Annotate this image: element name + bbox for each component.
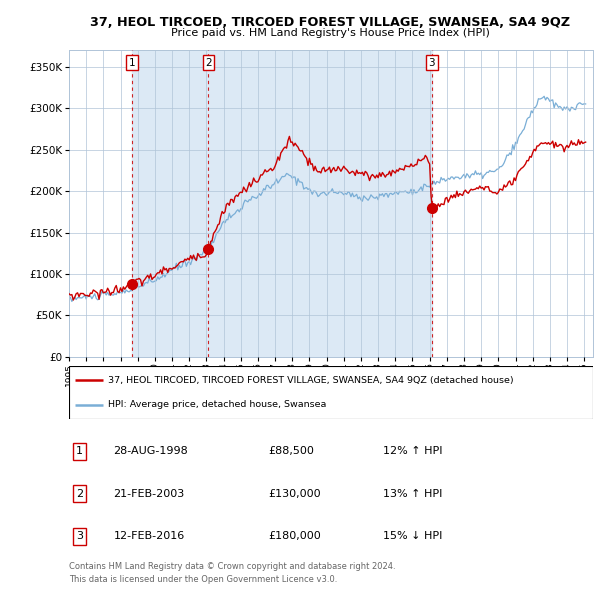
Text: 2: 2 [205, 58, 212, 68]
Text: 12% ↑ HPI: 12% ↑ HPI [383, 447, 443, 456]
Text: 37, HEOL TIRCOED, TIRCOED FOREST VILLAGE, SWANSEA, SA4 9QZ: 37, HEOL TIRCOED, TIRCOED FOREST VILLAGE… [90, 16, 570, 29]
Text: HPI: Average price, detached house, Swansea: HPI: Average price, detached house, Swan… [108, 400, 326, 409]
Text: 15% ↓ HPI: 15% ↓ HPI [383, 532, 443, 541]
Text: Price paid vs. HM Land Registry's House Price Index (HPI): Price paid vs. HM Land Registry's House … [170, 28, 490, 38]
Text: £180,000: £180,000 [268, 532, 321, 541]
Text: £130,000: £130,000 [268, 489, 320, 499]
Text: 2: 2 [76, 489, 83, 499]
Text: 12-FEB-2016: 12-FEB-2016 [113, 532, 185, 541]
Text: 1: 1 [128, 58, 135, 68]
Bar [131, 50, 208, 357]
Text: 21-FEB-2003: 21-FEB-2003 [113, 489, 185, 499]
Bar [208, 50, 432, 357]
Text: This data is licensed under the Open Government Licence v3.0.: This data is licensed under the Open Gov… [69, 575, 337, 584]
Text: 37, HEOL TIRCOED, TIRCOED FOREST VILLAGE, SWANSEA, SA4 9QZ (detached house): 37, HEOL TIRCOED, TIRCOED FOREST VILLAGE… [108, 376, 514, 385]
Text: 3: 3 [76, 532, 83, 541]
Text: 28-AUG-1998: 28-AUG-1998 [113, 447, 188, 456]
Text: 3: 3 [428, 58, 435, 68]
Text: 1: 1 [76, 447, 83, 456]
Text: Contains HM Land Registry data © Crown copyright and database right 2024.: Contains HM Land Registry data © Crown c… [69, 562, 395, 571]
Text: 13% ↑ HPI: 13% ↑ HPI [383, 489, 443, 499]
Text: £88,500: £88,500 [268, 447, 314, 456]
